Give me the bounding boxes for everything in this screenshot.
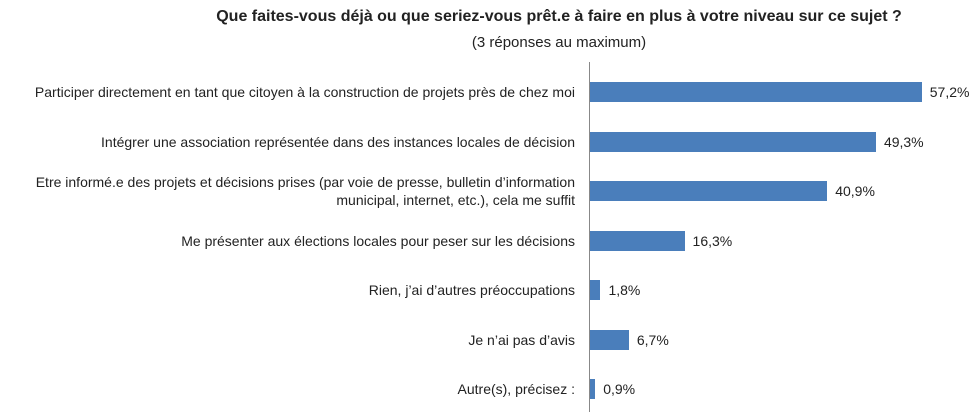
category-label: Autre(s), précisez :: [457, 381, 575, 397]
bar: [590, 329, 629, 350]
category-label: Je n’ai pas d’avis: [468, 331, 575, 348]
value-label: 16,3%: [692, 232, 733, 249]
axis-line: [589, 62, 590, 412]
value-label: 0,9%: [603, 381, 636, 397]
bar: [590, 131, 876, 152]
value-label: 40,9%: [835, 183, 875, 199]
value-label: 1,8%: [608, 282, 641, 298]
chart-subtitle: (3 réponses au maximum): [471, 34, 647, 51]
category-label: Intégrer une association représentée dan…: [101, 133, 575, 150]
category-label: Participer directement en tant que citoy…: [34, 84, 575, 100]
bar: [590, 280, 601, 300]
category-label: Rien, j’ai d’autres préoccupations: [368, 282, 575, 298]
bar: [590, 181, 828, 201]
bar: [590, 379, 596, 399]
value-label: 57,2%: [929, 84, 970, 100]
category-label: Etre informé.e des projets et décisions …: [35, 174, 575, 208]
chart-title: Que faites-vous déjà ou que seriez-vous …: [216, 8, 902, 25]
value-label: 6,7%: [636, 331, 669, 348]
value-label: 49,3%: [883, 133, 924, 150]
category-label: Me présenter aux élections locales pour …: [181, 232, 575, 249]
bar: [590, 82, 922, 102]
bar: [590, 230, 685, 251]
